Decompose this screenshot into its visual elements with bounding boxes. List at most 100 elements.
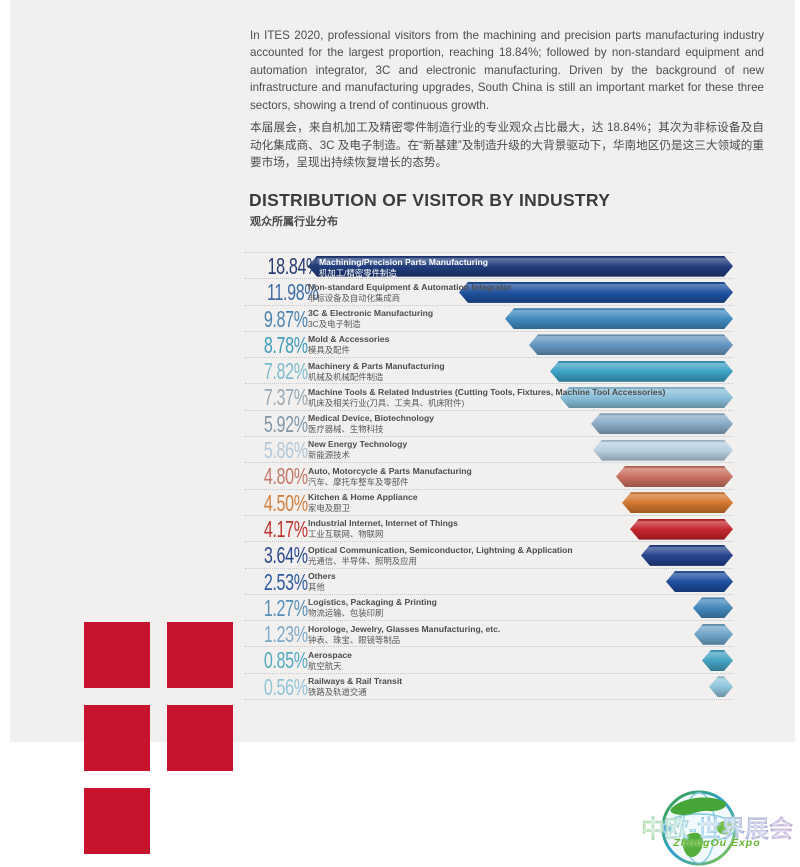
row-label-en: New Energy Technology [308, 439, 408, 450]
row-bar [630, 519, 733, 540]
row-value-label: 7.82% [263, 358, 308, 385]
row-label-en: Medical Device, Biotechnology [308, 413, 435, 424]
row-label-zh: 航空航天 [308, 660, 342, 671]
chart-row: 5.86% New Energy Technology 新能源技术 [245, 436, 733, 464]
page-subtitle-zh: 观众所属行业分布 [250, 216, 338, 228]
row-value-label: 4.17% [263, 515, 308, 542]
row-bar [693, 597, 733, 618]
row-label: Machine Tools & Related Industries (Cutt… [308, 387, 728, 408]
row-label-zh: 机床及相关行业(刀具、工夹具、机床附件) [308, 397, 465, 408]
row-bar [616, 466, 733, 487]
row-label: New Energy Technology 新能源技术 [308, 439, 728, 460]
row-label-zh: 新能源技术 [308, 450, 350, 461]
row-label-zh: 机加工/精密零件制造 [319, 268, 397, 278]
row-label-zh: 光通信、半导体、照明及应用 [308, 555, 417, 566]
row-label-zh: 机械及机械配件制造 [308, 371, 384, 382]
chart-row: 18.84% Machining/Precision Parts Manufact… [245, 252, 733, 279]
chart-row: 7.82% Machinery & Parts Manufacturing 机械及机… [245, 357, 733, 385]
row-value-label: 4.50% [263, 489, 308, 516]
row-label-en: Kitchen & Home Appliance [308, 492, 418, 503]
row-bar [591, 413, 733, 434]
row-label: Medical Device, Biotechnology 医疗器械、生物科技 [308, 413, 728, 434]
row-label-zh: 医疗器械、生物科技 [308, 424, 384, 435]
zhongou-expo-logo: 中欧-世界展会 ZhongOu Expo [637, 785, 797, 867]
row-value-label: 11.98% [266, 279, 319, 306]
row-label-en: Logistics, Packaging & Printing [308, 597, 437, 608]
row-label-zh: 模具及配件 [308, 345, 350, 356]
row-value-label: 0.85% [263, 647, 308, 674]
row-value-label: 2.53% [263, 568, 308, 595]
row-value-label: 1.27% [263, 594, 308, 621]
row-label: Non-standard Equipment & Automation Inte… [308, 282, 728, 303]
row-label-zh: 铁路及轨道交通 [308, 687, 367, 698]
row-bar [622, 492, 733, 513]
row-label-en: Others [308, 570, 336, 581]
row-label: Industrial Internet, Internet of Things 工… [308, 518, 728, 539]
row-label-zh: 钟表、珠宝、眼镜等制品 [308, 634, 401, 645]
row-label: Horologe, Jewelry, Glasses Manufacturing… [308, 624, 728, 645]
row-bar [560, 387, 733, 408]
row-bar [459, 282, 733, 303]
decor-red-square [84, 622, 150, 688]
row-label: Mold & Accessories 模具及配件 [308, 334, 728, 355]
decor-red-square [167, 622, 233, 688]
row-label-zh: 汽车、摩托车整车及零部件 [308, 476, 409, 487]
row-label: Machinery & Parts Manufacturing 机械及机械配件制造 [308, 361, 728, 382]
row-bar [702, 650, 733, 671]
row-value-label: 3.64% [263, 542, 308, 569]
row-bar [308, 256, 733, 277]
row-label-zh: 3C及电子制造 [308, 318, 361, 329]
chart-row: 1.23% Horologe, Jewelry, Glasses Manufact… [245, 620, 733, 647]
row-label: Aerospace 航空航天 [308, 650, 728, 671]
row-bar [505, 308, 733, 329]
page-title: DISTRIBUTION OF VISITOR BY INDUSTRY [249, 190, 611, 210]
row-label: Kitchen & Home Appliance 家电及厨卫 [308, 492, 728, 513]
row-label-zh: 其他 [308, 581, 325, 592]
industry-bar-chart: 18.84% Machining/Precision Parts Manufact… [245, 252, 733, 701]
row-label-zh: 家电及厨卫 [308, 503, 350, 514]
row-label: Others 其他 [308, 571, 728, 592]
row-label: Auto, Motorcycle & Parts Manufacturing 汽车… [308, 466, 728, 487]
chart-row: 5.92% Medical Device, Biotechnology 医疗器械、生… [245, 409, 733, 437]
chart-row: 4.80% Auto, Motorcycle & Parts Manufactur… [245, 462, 733, 489]
row-label-en: Aerospace [308, 649, 352, 660]
row-label-en: Non-standard Equipment & Automation Inte… [308, 281, 512, 292]
row-label-en: Machinery & Parts Manufacturing [308, 360, 445, 371]
intro-paragraph-en: In ITES 2020, professional visitors from… [250, 29, 764, 112]
globe-icon [661, 790, 737, 866]
chart-row: 3.64% Optical Communication, Semiconducto… [245, 541, 733, 569]
row-label: Logistics, Packaging & Printing 物流运输、包装印刷 [308, 597, 728, 618]
row-bar [666, 571, 733, 592]
row-bar [529, 334, 733, 355]
logo-title-zh: 中欧-世界展会 [637, 809, 797, 844]
row-label-en: Horologe, Jewelry, Glasses Manufacturing… [308, 623, 501, 634]
row-value-label: 5.86% [263, 437, 308, 464]
row-label-en: Railways & Rail Transit [308, 676, 403, 687]
row-bar [709, 676, 733, 697]
row-label-en: Mold & Accessories [308, 334, 390, 345]
decor-red-square [84, 788, 150, 854]
decor-red-square [84, 705, 150, 771]
chart-row: 7.37% Machine Tools & Related Industries … [245, 383, 733, 411]
chart-row: 0.85% Aerospace 航空航天 [245, 646, 733, 674]
row-label-zh: 物流运输、包装印刷 [308, 608, 384, 619]
row-label: Optical Communication, Semiconductor, Li… [308, 545, 728, 566]
row-bar [641, 545, 733, 566]
row-value-label: 9.87% [263, 305, 308, 332]
row-value-label: 0.56% [263, 673, 308, 700]
row-value-label: 18.84% [267, 253, 321, 279]
chart-row: 9.87% 3C & Electronic Manufacturing 3C及电子制… [245, 304, 733, 332]
row-label: Railways & Rail Transit 铁路及轨道交通 [308, 676, 728, 697]
intro-paragraph-zh: 本届展会，来自机加工及精密零件制造行业的专业观众占比最大，达 18.84%；其次… [250, 121, 764, 170]
row-label-en: Machine Tools & Related Industries (Cutt… [308, 386, 666, 397]
row-value-label: 8.78% [263, 331, 308, 358]
row-bar [694, 624, 733, 645]
row-label: 3C & Electronic Manufacturing 3C及电子制造 [308, 308, 728, 329]
row-label: Machining/Precision Parts Manufacturing 机… [319, 257, 739, 278]
row-value-label: 7.37% [263, 384, 308, 411]
chart-row: 0.56% Railways & Rail Transit 铁路及轨道交通 [245, 672, 733, 700]
chart-row: 8.78% Mold & Accessories 模具及配件 [245, 330, 733, 358]
row-label-en: Industrial Internet, Internet of Things [308, 518, 458, 529]
row-label-zh: 工业互联网、物联网 [308, 529, 384, 540]
